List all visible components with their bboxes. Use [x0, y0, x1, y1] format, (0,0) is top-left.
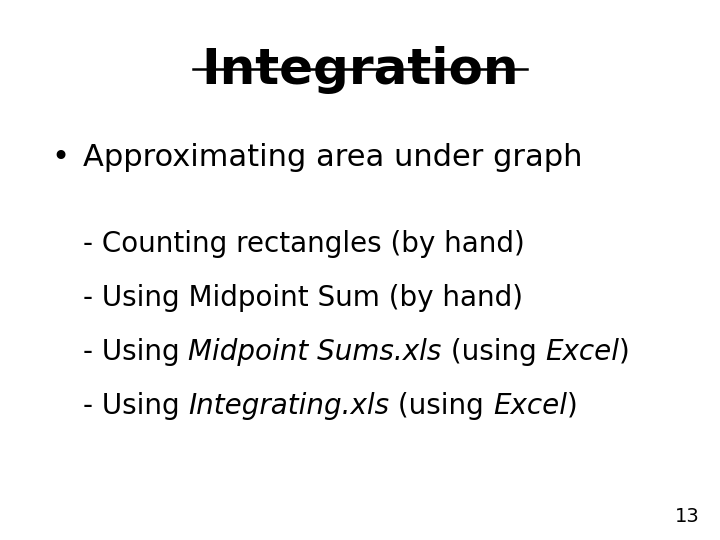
Text: - Using Midpoint Sum (by hand): - Using Midpoint Sum (by hand) — [83, 284, 523, 312]
Text: ): ) — [619, 338, 630, 366]
Text: - Using: - Using — [83, 338, 189, 366]
Text: ): ) — [567, 392, 577, 420]
Text: (using: (using — [390, 392, 493, 420]
Text: (using: (using — [441, 338, 545, 366]
Text: Integration: Integration — [202, 46, 518, 94]
Text: - Using: - Using — [83, 392, 189, 420]
Text: - Counting rectangles (by hand): - Counting rectangles (by hand) — [83, 230, 525, 258]
Text: Approximating area under graph: Approximating area under graph — [83, 143, 582, 172]
Text: Integrating.xls: Integrating.xls — [189, 392, 390, 420]
Text: Excel: Excel — [545, 338, 619, 366]
Text: Excel: Excel — [493, 392, 567, 420]
Text: Midpoint Sums.xls: Midpoint Sums.xls — [189, 338, 441, 366]
Text: •: • — [52, 143, 70, 172]
Text: 13: 13 — [675, 508, 700, 526]
